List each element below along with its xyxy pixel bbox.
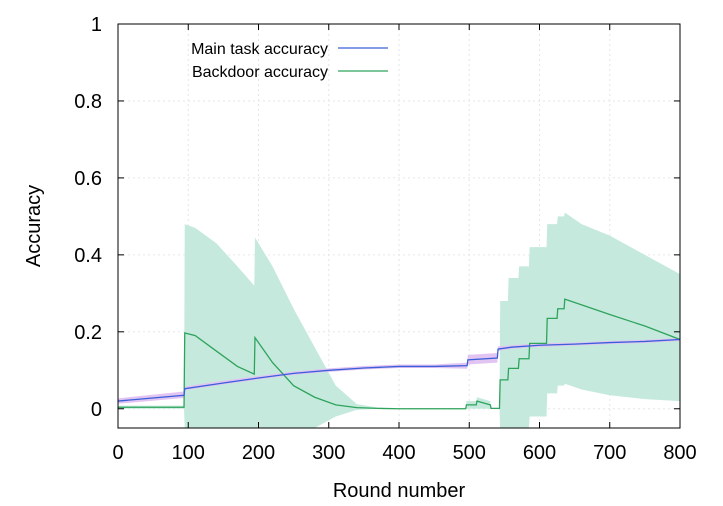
legend: Main task accuracy Backdoor accuracy <box>191 41 388 81</box>
x-tick-label: 500 <box>453 442 486 464</box>
band-main-task <box>118 337 680 404</box>
y-tick-label: 0.8 <box>74 91 102 113</box>
y-tick-labels: 0 0.2 0.4 0.6 0.8 1 <box>74 14 102 421</box>
x-axis-title: Round number <box>333 480 466 502</box>
x-tick-label: 300 <box>312 442 345 464</box>
x-tick-label: 100 <box>172 442 205 464</box>
series-line-main-task <box>118 338 680 402</box>
y-tick-label: 0.2 <box>74 322 102 344</box>
x-tick-label: 0 <box>112 442 123 464</box>
x-tick-label: 400 <box>382 442 415 464</box>
series-line-backdoor <box>118 298 680 410</box>
x-tick-label: 600 <box>523 442 556 464</box>
x-tick-label: 800 <box>663 442 696 464</box>
y-axis-title: Accuracy <box>23 185 45 267</box>
confidence-bands <box>118 212 680 428</box>
x-tick-labels: 0 100 200 300 400 500 600 700 800 <box>112 442 696 464</box>
band-backdoor <box>118 212 680 428</box>
legend-label: Main task accuracy <box>191 41 328 58</box>
series-lines <box>118 298 680 410</box>
y-tick-label: 0.6 <box>74 168 102 190</box>
axis-ticks <box>117 23 681 428</box>
x-tick-label: 700 <box>593 442 626 464</box>
x-tick-label: 200 <box>242 442 275 464</box>
legend-label: Backdoor accuracy <box>192 64 328 81</box>
y-tick-label: 1 <box>91 14 102 36</box>
y-tick-label: 0 <box>91 399 102 421</box>
y-tick-label: 0.4 <box>74 245 102 267</box>
